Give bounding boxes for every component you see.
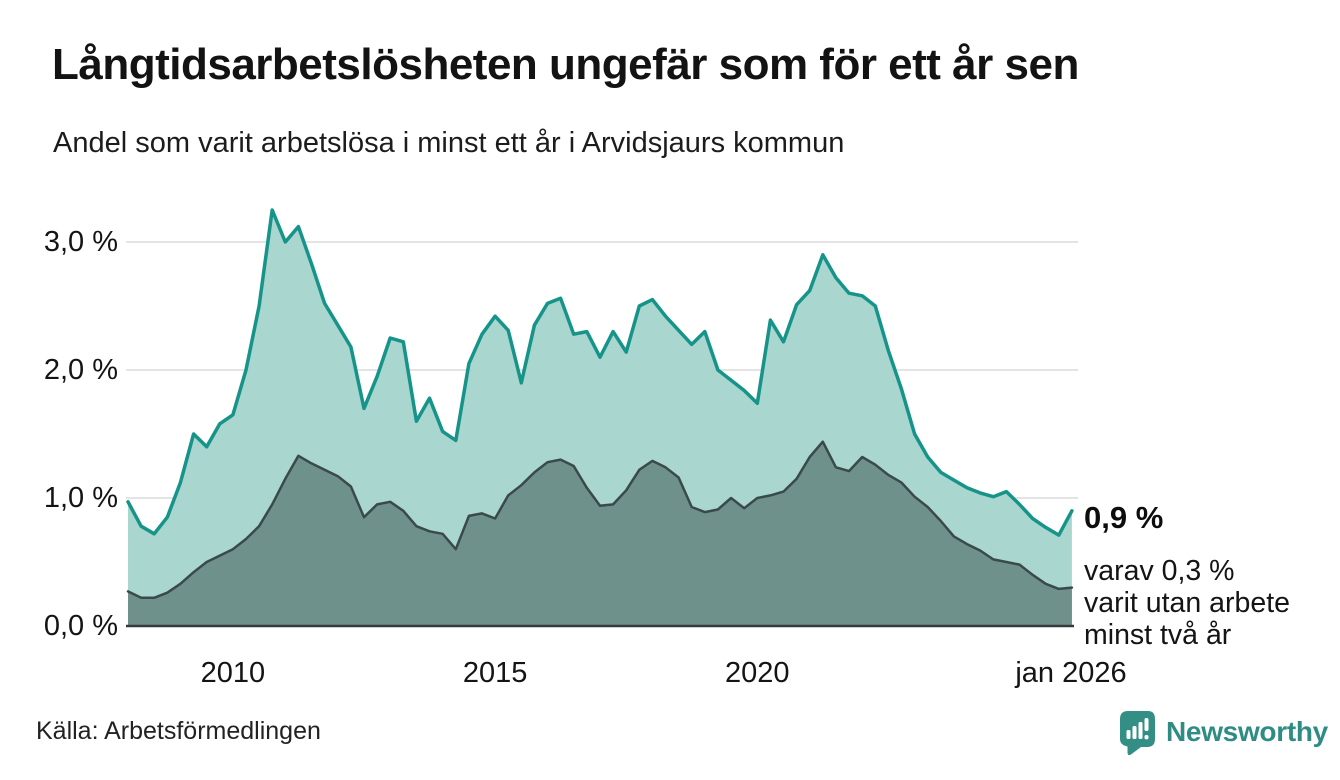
y-axis-label: 3,0 % bbox=[43, 226, 118, 258]
y-axis-label: 2,0 % bbox=[43, 354, 118, 386]
chart-subtitle: Andel som varit arbetslösa i minst ett å… bbox=[53, 127, 845, 159]
x-axis-label: 2015 bbox=[462, 657, 528, 689]
page-title: Långtidsarbetslösheten ungefär som för e… bbox=[52, 40, 1079, 89]
end-sub-line: varav 0,3 % bbox=[1084, 555, 1235, 587]
line-series-1 bbox=[126, 208, 1074, 537]
line-series-2 bbox=[126, 440, 1074, 600]
area-series-2 bbox=[128, 441, 1072, 626]
brand-name: Newsworthy bbox=[1166, 716, 1328, 747]
end-value-annotation: 0,9 % bbox=[1084, 500, 1164, 535]
end-sub-line: varit utan arbete bbox=[1084, 587, 1290, 619]
source-note: Källa: Arbetsförmedlingen bbox=[36, 717, 321, 745]
y-axis-label: 0,0 % bbox=[43, 610, 118, 642]
x-axis-label: jan 2026 bbox=[1015, 657, 1127, 689]
x-axis-label: 2010 bbox=[200, 657, 266, 689]
end-sub-annotation: varav 0,3 % varit utan arbete minst två år bbox=[1084, 555, 1290, 651]
end-sub-line: minst två år bbox=[1084, 619, 1232, 651]
y-axis-label: 1,0 % bbox=[43, 482, 118, 514]
brand-logo: Newsworthy bbox=[1117, 709, 1328, 755]
x-axis-label: 2020 bbox=[725, 657, 790, 689]
newsworthy-logo-icon bbox=[1120, 711, 1155, 755]
